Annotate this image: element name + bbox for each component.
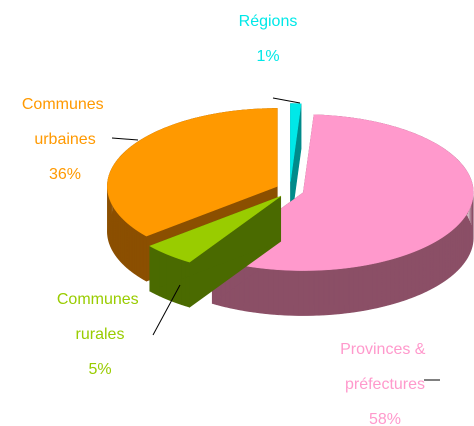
leader-line: [272, 97, 301, 104]
slice: [149, 196, 281, 263]
slice: [290, 103, 302, 182]
value-label: 58%: [369, 411, 401, 426]
category-label: Régions: [239, 13, 298, 30]
slice-side: [149, 195, 282, 308]
category-label: Provinces & préfectures: [340, 341, 430, 393]
category-label: Communes rurales: [57, 291, 143, 343]
value-label: 1%: [256, 48, 279, 65]
slice: [107, 108, 278, 237]
category-label: Communes urbaines: [22, 96, 108, 148]
leader-line: [152, 284, 181, 336]
value-label: 5%: [88, 361, 111, 378]
leader-line: [111, 137, 139, 141]
value-label: 36%: [49, 166, 81, 183]
